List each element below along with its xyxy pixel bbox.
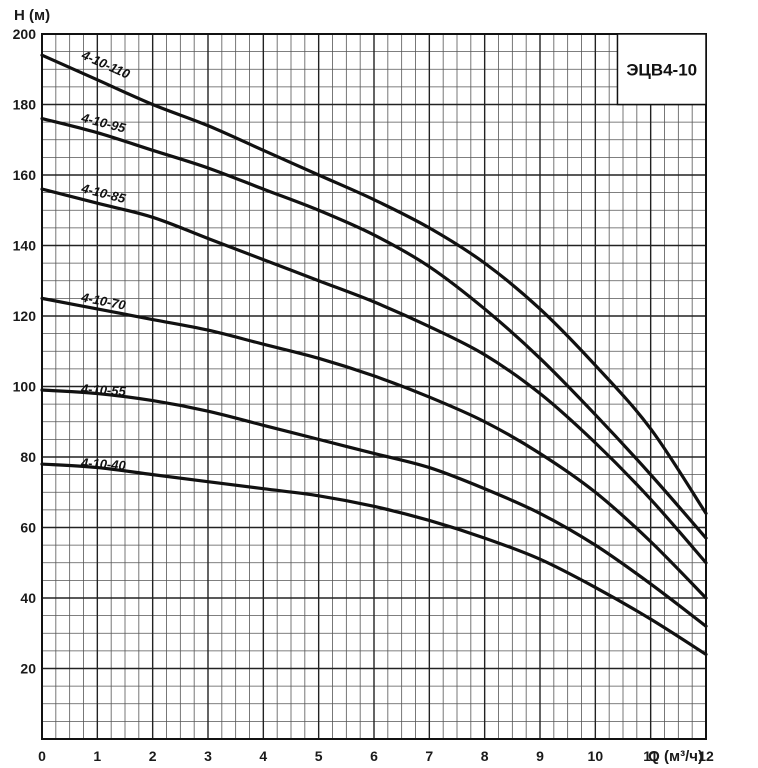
- series-line-4-10-95: [40, 117, 708, 540]
- x-tick-label: 1: [93, 748, 101, 764]
- title-box: ЭЦВ4-10: [616, 33, 707, 106]
- y-tick-label: 40: [20, 590, 36, 606]
- x-tick-labels: 0 1 2 3 4 5 6 7 8 9 10 11 12: [38, 748, 714, 764]
- series-label-4-10-40: 4-10-40: [80, 455, 127, 473]
- x-tick-label: 7: [425, 748, 433, 764]
- x-tick-label: 9: [536, 748, 544, 764]
- x-tick-label: 8: [481, 748, 489, 764]
- y-tick-label: 80: [20, 449, 36, 465]
- x-tick-label: 2: [149, 748, 157, 764]
- x-tick-label: 5: [315, 748, 323, 764]
- y-tick-labels: 20 40 60 80 100 120 140 160 180 200: [13, 26, 37, 677]
- plot-border: [41, 33, 707, 740]
- curves: 4-10-1104-10-954-10-854-10-704-10-554-10…: [40, 47, 708, 656]
- y-tick-label: 160: [13, 167, 37, 183]
- y-tick-label: 20: [20, 661, 36, 677]
- y-axis-label: H (м): [14, 7, 50, 24]
- x-tick-label: 10: [588, 748, 604, 764]
- x-tick-label: 6: [370, 748, 378, 764]
- y-tick-label: 200: [13, 26, 37, 42]
- x-tick-label: 4: [259, 748, 267, 764]
- series-line-4-10-70: [40, 296, 708, 600]
- series-line-4-10-110: [40, 53, 708, 515]
- series-label-4-10-85: 4-10-85: [79, 180, 128, 206]
- series-label-4-10-95: 4-10-95: [79, 110, 128, 136]
- y-tick-label: 180: [13, 97, 37, 113]
- x-tick-label: 12: [698, 748, 714, 764]
- series-line-4-10-85: [40, 187, 708, 565]
- series-line-4-10-55: [40, 388, 708, 628]
- x-axis-label: Q (м³/ч): [648, 748, 703, 765]
- y-tick-label: 100: [13, 379, 37, 395]
- y-tick-label: 120: [13, 308, 37, 324]
- series-line-4-10-40: [40, 462, 708, 656]
- series-label-4-10-55: 4-10-55: [80, 381, 127, 399]
- x-tick-label: 0: [38, 748, 46, 764]
- x-tick-label: 3: [204, 748, 212, 764]
- x-tick-label: 11: [643, 748, 658, 764]
- y-tick-label: 140: [13, 238, 37, 254]
- y-tick-label: 60: [20, 520, 36, 536]
- chart-title: ЭЦВ4-10: [626, 60, 697, 79]
